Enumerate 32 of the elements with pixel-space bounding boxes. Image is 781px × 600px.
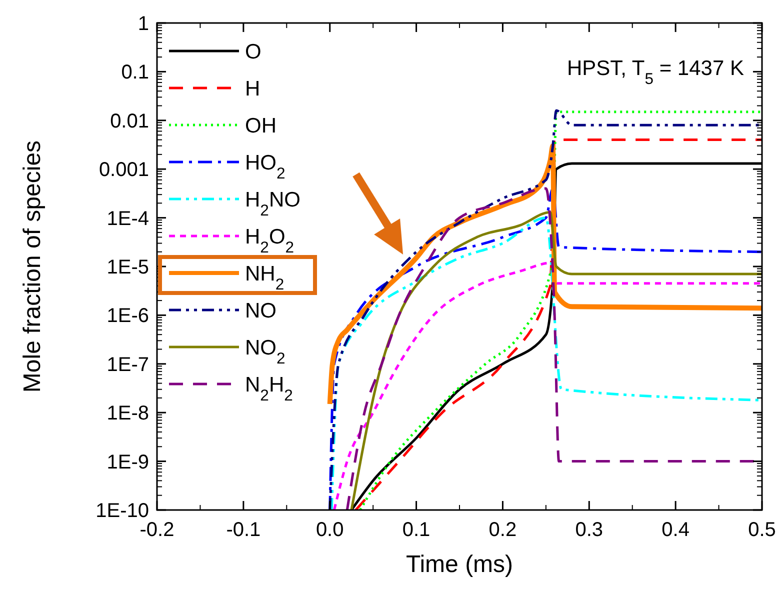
y-axis-title: Mole fraction of species bbox=[19, 140, 46, 393]
x-tick-label: 0.4 bbox=[662, 519, 690, 541]
y-tick-label: 1E-7 bbox=[106, 354, 149, 376]
y-tick-label: 1 bbox=[138, 13, 149, 35]
x-tick-label: -0.2 bbox=[140, 519, 174, 541]
y-tick-label: 1E-4 bbox=[106, 208, 149, 230]
x-tick-label: 0.1 bbox=[402, 519, 430, 541]
y-tick-label: 0.01 bbox=[110, 110, 149, 132]
annotation: HPST, T$_{5}$ = 1437 K bbox=[566, 57, 744, 88]
x-tick-label: 0.0 bbox=[316, 519, 344, 541]
y-tick-label: 1E-5 bbox=[106, 256, 149, 278]
y-tick-label: 0.001 bbox=[98, 159, 149, 182]
x-tick-label: 0.2 bbox=[488, 519, 517, 541]
x-axis-title: Time (ms) bbox=[406, 551, 514, 578]
y-tick-label: 1E-9 bbox=[106, 451, 149, 474]
x-tick-label: 0.5 bbox=[748, 519, 776, 541]
y-tick-label: 1E-10 bbox=[96, 500, 149, 522]
y-tick-label: 1E-8 bbox=[106, 402, 149, 425]
y-tick-label: 0.1 bbox=[121, 62, 149, 84]
legend-label: NH$_{2}$ bbox=[245, 262, 284, 293]
legend-label: NO bbox=[245, 299, 276, 322]
x-tick-label: -0.1 bbox=[226, 519, 261, 541]
legend-label: O bbox=[245, 40, 262, 64]
legend-label: H$_{2}$O$_{2}$ bbox=[245, 225, 294, 256]
legend-label: N$_{2}$H$_{2}$ bbox=[245, 373, 293, 404]
legend-label: HO$_{2}$ bbox=[245, 151, 286, 182]
x-tick-label: 0.3 bbox=[575, 519, 604, 541]
legend-label: NO$_{2}$ bbox=[245, 336, 286, 367]
legend-label: H bbox=[245, 77, 260, 100]
legend-label: OH bbox=[245, 114, 276, 138]
y-tick-label: 1E-6 bbox=[106, 305, 149, 328]
legend-label: H$_{2}$NO bbox=[245, 188, 300, 219]
